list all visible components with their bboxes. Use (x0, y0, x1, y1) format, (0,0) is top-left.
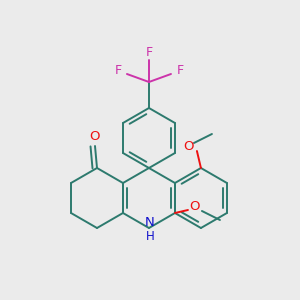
Text: F: F (146, 46, 152, 59)
Text: F: F (114, 64, 122, 77)
Text: O: O (89, 130, 99, 143)
Text: O: O (184, 140, 194, 152)
Text: N: N (145, 217, 155, 230)
Text: F: F (176, 64, 184, 77)
Text: O: O (190, 200, 200, 214)
Text: H: H (146, 230, 154, 242)
